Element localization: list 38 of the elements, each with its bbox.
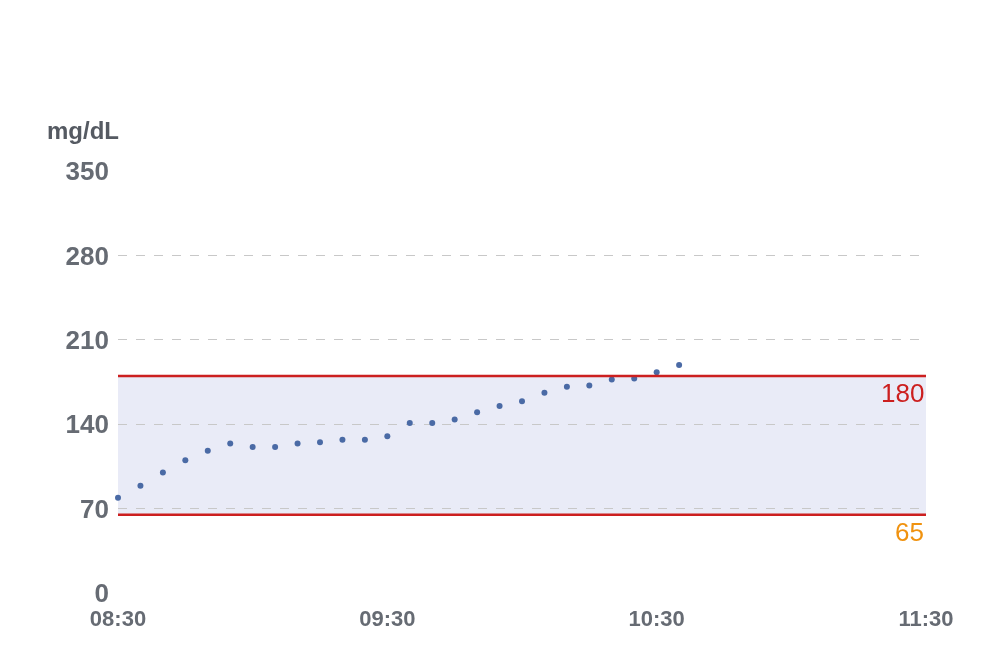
point (115, 494, 121, 501)
point (586, 382, 593, 389)
y-tick-label: 280 (65, 240, 109, 271)
point (496, 403, 503, 410)
x-tick-label: 08:30 (89, 606, 147, 631)
point (137, 482, 144, 489)
y-axis-title: mg/dL (47, 117, 119, 144)
point (384, 433, 391, 440)
x-tick-label: 11:30 (898, 606, 954, 631)
point (272, 444, 279, 451)
point (653, 369, 660, 376)
point (429, 419, 436, 426)
point (339, 436, 346, 443)
y-tick-label: 140 (65, 409, 109, 440)
point (249, 444, 256, 451)
point (541, 389, 548, 396)
point (563, 383, 570, 390)
x-tick-label: 09:30 (359, 606, 416, 631)
ref-line-label: 65 (895, 517, 924, 547)
point (406, 419, 413, 426)
point (608, 376, 615, 383)
x-tick-label: 10:30 (628, 606, 685, 631)
y-tick-label: 70 (80, 493, 109, 524)
point (294, 440, 301, 447)
point (451, 416, 458, 423)
point (474, 409, 481, 416)
point (519, 398, 525, 405)
ref-line-label: 180 (881, 378, 925, 408)
point (204, 447, 211, 454)
point (182, 457, 189, 464)
y-tick-label: 210 (65, 324, 109, 355)
point (361, 436, 368, 443)
point (159, 469, 166, 476)
y-tick-label: 0 (94, 578, 109, 609)
point (317, 439, 323, 446)
point (227, 440, 234, 447)
y-tick-label: 350 (65, 156, 109, 187)
point (676, 362, 683, 369)
